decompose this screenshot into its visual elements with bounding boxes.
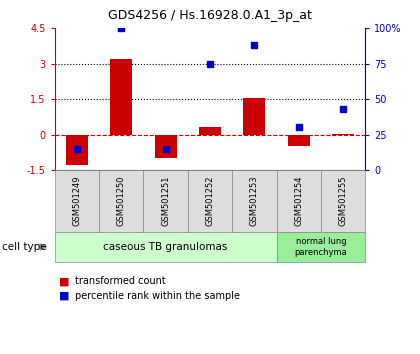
Text: normal lung
parenchyma: normal lung parenchyma xyxy=(294,237,347,257)
Text: cell type: cell type xyxy=(2,242,47,252)
Text: GSM501255: GSM501255 xyxy=(339,176,348,226)
Text: GSM501254: GSM501254 xyxy=(294,176,303,226)
Text: caseous TB granulomas: caseous TB granulomas xyxy=(103,242,228,252)
Text: GDS4256 / Hs.16928.0.A1_3p_at: GDS4256 / Hs.16928.0.A1_3p_at xyxy=(108,9,312,22)
Text: ■: ■ xyxy=(59,291,69,301)
Bar xyxy=(288,135,310,146)
Text: GSM501249: GSM501249 xyxy=(72,176,81,226)
Text: GSM501251: GSM501251 xyxy=(161,176,170,226)
Bar xyxy=(155,135,177,158)
Bar xyxy=(110,59,132,135)
Text: transformed count: transformed count xyxy=(75,276,165,286)
Bar xyxy=(199,127,221,135)
Bar xyxy=(66,135,88,165)
Bar xyxy=(243,98,265,135)
Text: GSM501252: GSM501252 xyxy=(205,176,215,226)
Text: GSM501253: GSM501253 xyxy=(250,176,259,226)
Text: GSM501250: GSM501250 xyxy=(117,176,126,226)
Text: percentile rank within the sample: percentile rank within the sample xyxy=(75,291,240,301)
Text: ■: ■ xyxy=(59,276,69,286)
Bar xyxy=(332,134,354,135)
